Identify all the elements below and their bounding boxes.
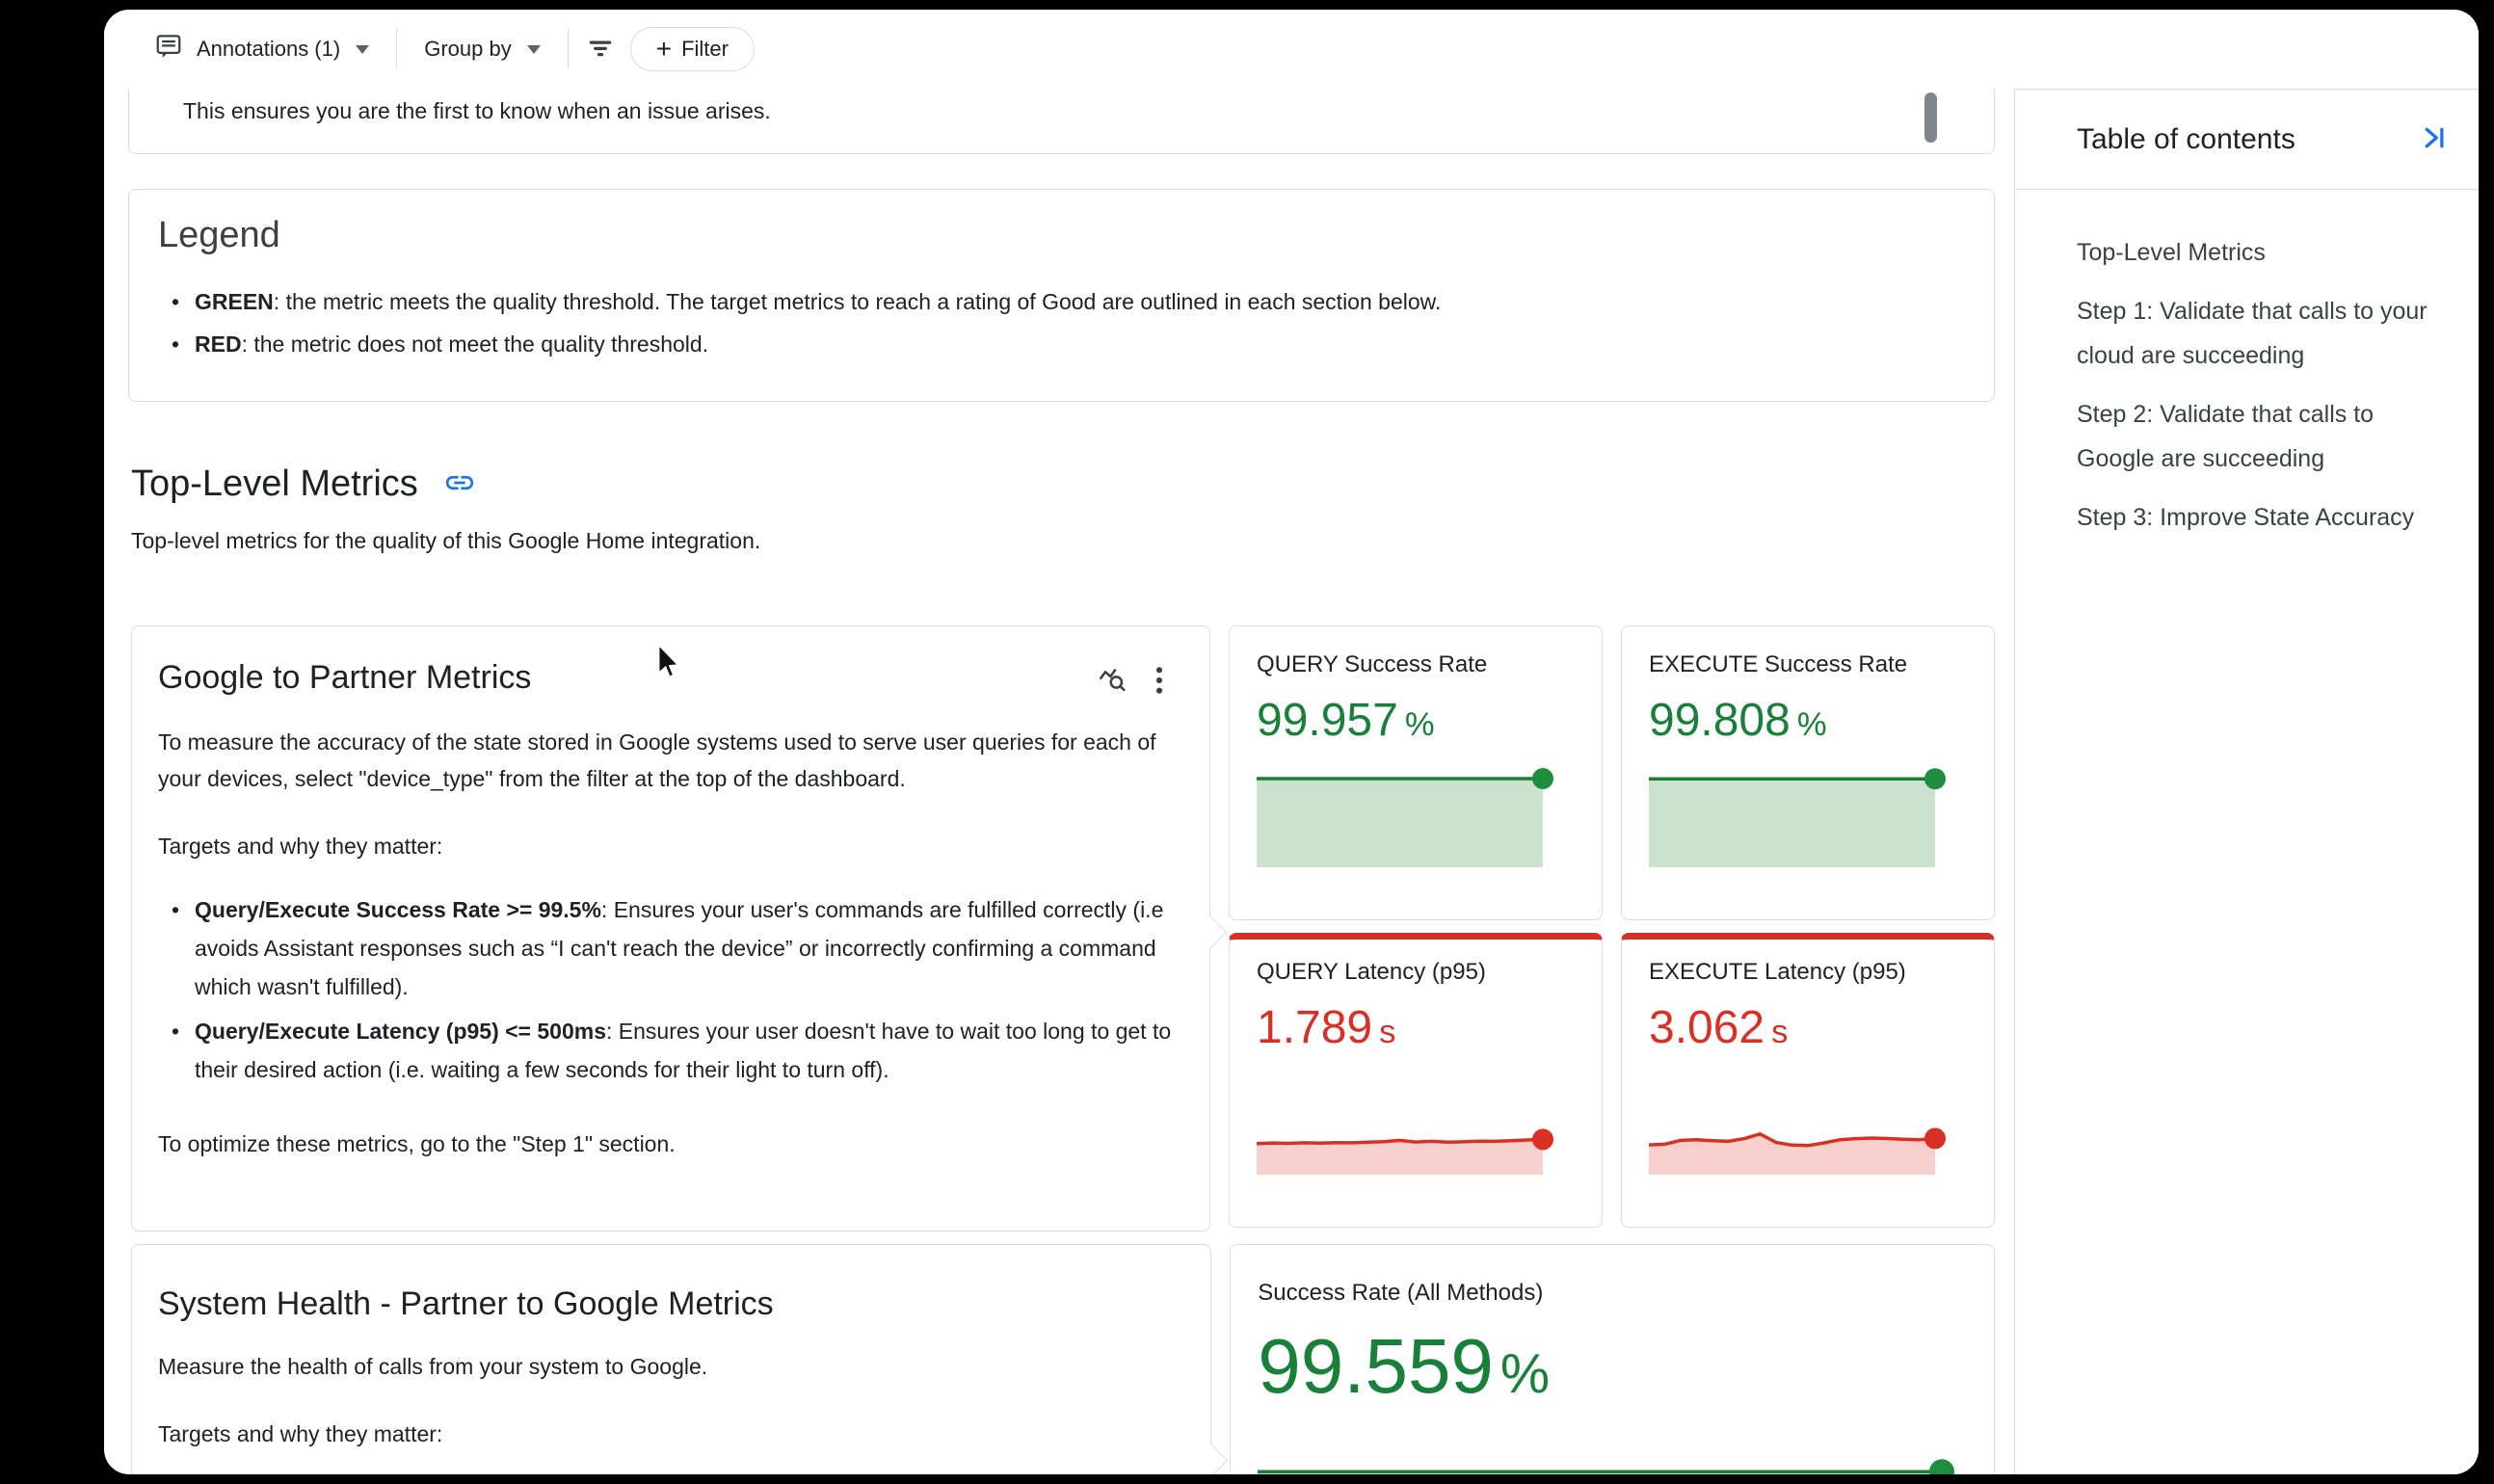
query-stats-icon	[1098, 665, 1128, 699]
card-title: System Health - Partner to Google Metric…	[158, 1285, 774, 1322]
notice-line: This ensures you are the first to know w…	[183, 98, 771, 123]
legend-item-green: GREEN: the metric meets the quality thre…	[158, 283, 1698, 320]
card-description: Measure the health of calls from your sy…	[158, 1354, 708, 1379]
target-bullet-success-rate: Query/Execute Success Rate >= 99.5%: Ens…	[158, 890, 1175, 1006]
sparkline-chart	[1256, 1128, 1553, 1175]
collapse-panel-button[interactable]	[2421, 123, 2450, 155]
filter-button-label: Filter	[681, 37, 729, 61]
metric-value: 1.789 s	[1257, 1002, 1396, 1053]
section-title: Top-Level Metrics	[131, 464, 418, 504]
top-level-metrics-heading: Top-Level Metrics	[131, 464, 1995, 505]
metric-card-query-latency[interactable]: QUERY Latency (p95) 1.789 s	[1229, 933, 1603, 1228]
toolbar-divider	[567, 29, 569, 69]
card-description: To measure the accuracy of the state sto…	[158, 729, 1156, 791]
table-of-contents-panel: Table of contents Top-Level Metrics Step…	[2014, 89, 2479, 1474]
annotation-icon	[154, 32, 183, 66]
metric-label: QUERY Success Rate	[1257, 651, 1488, 677]
metric-card-execute-latency[interactable]: EXECUTE Latency (p95) 3.062 s	[1621, 933, 1995, 1228]
metric-value: 99.957%	[1257, 695, 1435, 746]
targets-label: Targets and why they matter:	[158, 1421, 443, 1446]
toc-item-top-level-metrics[interactable]: Top-Level Metrics	[2077, 239, 2266, 266]
app-window: Annotations (1) Group by + Filter We	[104, 10, 2479, 1474]
alerting-notice-card: We strongly encourage you to set up aler…	[128, 89, 1995, 154]
annotations-label: Annotations (1)	[197, 37, 341, 61]
toc-title: Table of contents	[2077, 122, 2295, 155]
sparkline-chart	[1257, 768, 1553, 867]
google-to-partner-card: Google to Partner Metrics	[131, 625, 1228, 1232]
metric-scorecards-grid: QUERY Success Rate 99.957% EXECUTE Succe…	[1229, 625, 1995, 1232]
dashboard-toolbar: Annotations (1) Group by + Filter	[104, 10, 2479, 89]
filter-list-button[interactable]	[586, 34, 615, 66]
group-by-label: Group by	[424, 37, 512, 61]
notice-scrollbar-thumb[interactable]	[1924, 93, 1937, 143]
toc-item-step-3[interactable]: Step 3: Improve State Accuracy	[2077, 504, 2415, 531]
metric-value: 99.559%	[1258, 1323, 1551, 1409]
metric-label: EXECUTE Success Rate	[1649, 651, 1908, 677]
toc-item-step-1[interactable]: Step 1: Validate that calls to your clou…	[2077, 298, 2428, 369]
metric-label: QUERY Latency (p95)	[1257, 959, 1486, 985]
sparkline-chart	[1258, 1459, 1955, 1474]
toc-list: Top-Level Metrics Step 1: Validate that …	[2015, 190, 2479, 540]
sparkline-chart	[1649, 768, 1946, 867]
chevron-down-icon	[526, 44, 541, 54]
metric-label: EXECUTE Latency (p95)	[1649, 959, 1906, 985]
top-metrics-row: Google to Partner Metrics	[131, 625, 1995, 1232]
toc-item-step-2[interactable]: Step 2: Validate that calls to Google ar…	[2077, 401, 2375, 472]
card-callout-arrow	[1194, 1443, 1229, 1474]
card-footer-note: To optimize these metrics, go to the "St…	[158, 1131, 676, 1156]
plus-icon: +	[655, 34, 673, 64]
metric-label: Success Rate (All Methods)	[1258, 1280, 1544, 1306]
card-title: Google to Partner Metrics	[158, 659, 532, 696]
metric-card-execute-success[interactable]: EXECUTE Success Rate 99.808%	[1621, 625, 1995, 920]
legend-item-red: RED: the metric does not meet the qualit…	[158, 326, 1698, 362]
system-health-card: System Health - Partner to Google Metric…	[131, 1244, 1229, 1474]
dashboard-scroll-area[interactable]: We strongly encourage you to set up aler…	[104, 89, 2014, 1474]
legend-title: Legend	[158, 215, 280, 255]
metric-card-all-methods[interactable]: Success Rate (All Methods) 99.559%	[1230, 1244, 1995, 1474]
system-health-row: System Health - Partner to Google Metric…	[131, 1244, 1995, 1474]
add-filter-button[interactable]: + Filter	[629, 27, 755, 71]
link-icon	[443, 466, 476, 502]
metric-value: 99.808%	[1649, 695, 1827, 746]
group-by-button[interactable]: Group by	[414, 29, 550, 69]
toolbar-divider	[396, 29, 398, 69]
more-vert-icon	[1154, 665, 1165, 699]
card-callout-arrow	[1192, 914, 1228, 950]
legend-card: Legend GREEN: the metric meets the quali…	[128, 189, 1995, 402]
chevron-down-icon	[356, 44, 370, 54]
targets-label: Targets and why they matter:	[158, 834, 443, 859]
more-vert-button[interactable]	[1154, 665, 1165, 699]
filter-list-icon	[586, 34, 615, 66]
sparkline-chart	[1648, 1127, 1946, 1175]
metric-value: 3.062 s	[1649, 1002, 1789, 1053]
section-link-button[interactable]	[443, 466, 476, 502]
collapse-right-icon	[2421, 123, 2450, 155]
legend-list: GREEN: the metric meets the quality thre…	[158, 283, 1955, 362]
query-stats-button[interactable]	[1098, 665, 1128, 699]
target-bullet-latency: Query/Execute Latency (p95) <= 500ms: En…	[158, 1012, 1175, 1089]
metric-card-query-success[interactable]: QUERY Success Rate 99.957%	[1229, 625, 1603, 920]
section-description: Top-level metrics for the quality of thi…	[131, 528, 761, 553]
annotations-button[interactable]: Annotations (1)	[145, 24, 379, 74]
